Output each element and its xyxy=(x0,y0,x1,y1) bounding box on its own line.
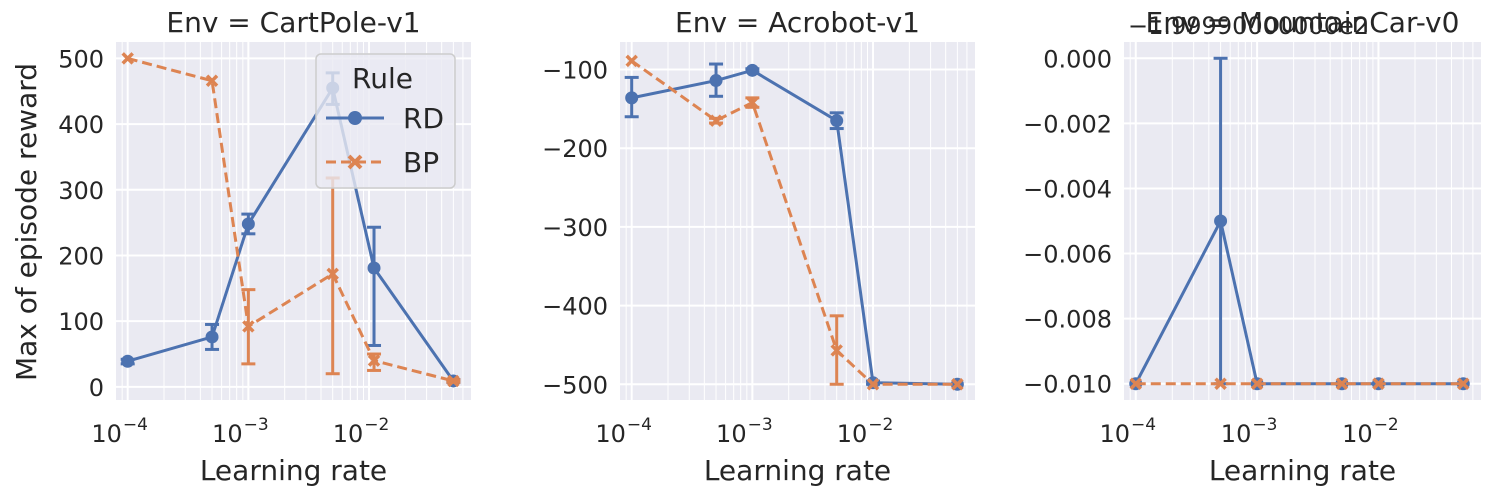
data-point-bp xyxy=(1214,377,1227,390)
data-point-bp xyxy=(625,54,638,68)
series-line-bp xyxy=(127,56,454,383)
x-tick-label: 10−2 xyxy=(333,415,390,448)
data-point-bp xyxy=(242,320,255,333)
chart-title: Env = CartPole-v1 xyxy=(166,6,420,39)
data-point-rd xyxy=(745,63,759,77)
legend-entry-rd: RD xyxy=(403,102,444,135)
y-tick-label: −400 xyxy=(542,293,608,321)
y-tick-label: −200 xyxy=(542,135,608,163)
x-tick-label: 10−2 xyxy=(1342,415,1399,448)
data-point-bp xyxy=(1335,377,1349,390)
chart-panel: 10−4 10−3 10−2 −500 −400 −300 −200 −100 Learning… xyxy=(542,6,975,487)
data-point-bp xyxy=(1457,377,1470,390)
y-axis-label: Max of episode reward xyxy=(10,63,43,381)
x-tick-label: 10−2 xyxy=(837,415,894,448)
data-point-rd xyxy=(121,354,135,368)
data-point-bp xyxy=(447,374,460,388)
data-point-bp xyxy=(367,354,381,367)
data-point-bp xyxy=(1129,377,1142,390)
chart-panel: 10−4 10−3 10−2 0.000 −0.002 −0.004 −0.006 −0.00… xyxy=(1023,6,1481,487)
y-tick-label: −0.010 xyxy=(1023,371,1112,399)
y-tick-label: −300 xyxy=(542,214,608,242)
y-tick-label: 100 xyxy=(58,308,104,336)
y-tick-label: −0.004 xyxy=(1023,175,1112,203)
data-point-bp xyxy=(205,74,219,87)
data-point-rd xyxy=(830,114,844,128)
y-tick-label: −0.002 xyxy=(1023,110,1112,138)
legend-frame xyxy=(315,53,456,189)
x-axis-label: Learning rate xyxy=(1209,454,1396,487)
chart-title: Env = Acrobot-v1 xyxy=(675,6,920,39)
data-point-rd xyxy=(625,91,639,105)
x-tick-label: 10−3 xyxy=(212,415,269,448)
data-point-rd xyxy=(367,261,381,275)
y-tick-label: 300 xyxy=(58,177,104,205)
data-point-bp xyxy=(951,378,964,391)
legend-marker-bp xyxy=(347,154,363,170)
x-tick-label: 10−4 xyxy=(91,415,148,448)
legend-title: Rule xyxy=(352,62,413,95)
data-point-bp xyxy=(1250,377,1264,390)
y-tick-label: 200 xyxy=(58,242,104,270)
data-point-bp xyxy=(709,114,723,127)
x-tick-label: 10−3 xyxy=(716,415,773,448)
data-point-bp xyxy=(326,267,339,281)
data-point-rd xyxy=(241,217,255,231)
x-axis-label: Learning rate xyxy=(704,454,891,487)
data-point-rd xyxy=(1214,214,1228,228)
data-point-bp xyxy=(121,52,134,65)
legend-entry-bp: BP xyxy=(403,146,439,179)
data-point-rd xyxy=(205,330,219,344)
legend: Rule RD BP xyxy=(315,53,456,189)
data-point-bp xyxy=(830,344,843,357)
y-tick-label: −100 xyxy=(542,57,608,85)
x-tick-label: 10−4 xyxy=(1099,415,1156,448)
data-point-bp xyxy=(866,378,880,391)
y-tick-label: −0.008 xyxy=(1023,306,1112,334)
series-line-bp xyxy=(630,59,958,386)
x-tick-label: 10−3 xyxy=(1221,415,1278,448)
y-tick-label: −500 xyxy=(542,371,608,399)
data-point-rd xyxy=(709,74,723,88)
y-tick-label: 0.000 xyxy=(1043,45,1112,73)
y-tick-label: 500 xyxy=(58,45,104,73)
series-line-rd xyxy=(127,84,455,382)
x-tick-label: 10−4 xyxy=(595,415,652,448)
y-offset-text: −1.99990000000e2 xyxy=(1128,12,1369,40)
data-point-bp xyxy=(746,96,759,109)
y-tick-label: −0.006 xyxy=(1023,241,1112,269)
chart-title: Env = MountainCar-v0 xyxy=(1146,6,1460,39)
y-tick-label: 0 xyxy=(89,374,104,402)
data-point-bp xyxy=(1372,377,1385,390)
y-tick-label: 400 xyxy=(58,111,104,139)
plot-area xyxy=(1124,42,1481,400)
plot-area xyxy=(620,42,975,400)
x-axis-label: Learning rate xyxy=(200,454,387,487)
legend-marker-rd xyxy=(348,111,362,125)
